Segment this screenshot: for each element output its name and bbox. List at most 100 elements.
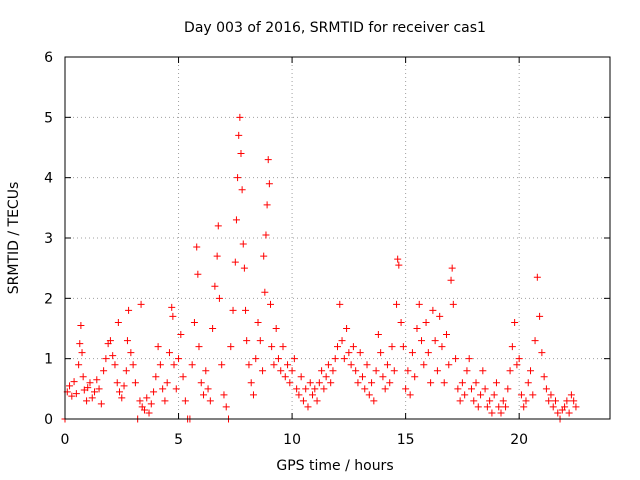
data-point [461,391,469,399]
data-point [188,361,196,369]
data-point [447,276,455,284]
data-point [492,379,500,387]
data-point [334,343,341,351]
data-point [181,397,189,405]
data-point [286,379,294,387]
data-point [161,397,169,405]
data-point [438,343,446,351]
data-point [86,379,94,387]
data-point [472,379,480,387]
data-point [338,337,346,345]
data-point [311,385,319,393]
data-point [549,403,557,411]
data-point [488,409,496,417]
data-point [552,397,559,405]
data-point [570,397,578,405]
data-point [235,131,243,139]
data-point [88,394,96,402]
data-point [172,385,180,393]
data-point [515,355,523,363]
data-point [66,382,74,390]
data-point [565,409,573,417]
data-point [78,349,86,357]
data-point [232,216,240,224]
data-point [502,403,510,411]
data-point [170,361,178,369]
data-point [448,264,456,272]
data-point [313,397,321,405]
data-point [529,391,537,399]
data-point [261,288,269,296]
data-point [477,391,485,399]
data-point [324,361,332,369]
data-point [347,361,355,369]
data-point [538,349,546,357]
data-point [372,367,380,375]
data-point [259,367,267,375]
y-tick-label: 4 [44,171,53,187]
data-point [272,325,280,332]
data-point [358,373,366,381]
data-point [111,361,119,369]
data-point [508,343,516,351]
data-point [329,367,337,375]
data-point [127,349,135,357]
data-point [79,373,87,381]
data-point [195,343,203,351]
x-tick-label: 15 [397,432,415,448]
data-point [109,352,117,360]
data-point [402,385,410,393]
data-point [194,270,202,278]
data-point [113,379,121,387]
data-point [274,355,282,363]
data-point [524,379,532,387]
data-point [345,349,353,357]
data-point [211,282,219,290]
data-point [156,361,164,369]
data-point [93,376,101,384]
data-point [429,306,437,314]
data-point [356,349,364,357]
grid-group [65,57,610,419]
data-point [394,255,402,263]
data-point [517,391,525,399]
data-point [511,318,519,326]
data-point [277,367,285,375]
data-point [545,397,553,405]
data-point [179,373,187,381]
data-point [540,373,548,381]
data-point [567,391,575,399]
data-point [114,318,122,326]
data-point [365,391,373,399]
data-point [197,379,205,387]
data-point [547,391,555,399]
data-point [420,361,428,369]
data-point [467,385,475,393]
y-axis-label: SRMTID / TECUs [6,182,22,295]
data-point [263,201,271,209]
data-point [474,403,482,411]
y-tick-label: 0 [44,412,53,428]
data-point [190,318,198,326]
data-point [137,300,145,308]
data-point [200,391,208,399]
data-point [424,349,432,357]
data-point [452,355,460,363]
data-point [264,156,272,164]
data-point [297,373,305,381]
data-point [449,300,457,308]
data-point [215,294,223,302]
y-tick-label: 2 [44,291,53,307]
plot-frame [64,56,611,420]
data-point [522,397,530,405]
data-point [100,367,108,375]
data-point [254,318,262,326]
data-point [302,385,310,393]
data-point [222,403,230,411]
data-point [483,403,491,411]
data-point [504,385,512,393]
data-point [427,379,435,387]
data-point [95,385,103,393]
data-point [295,391,303,399]
data-point [231,258,239,266]
